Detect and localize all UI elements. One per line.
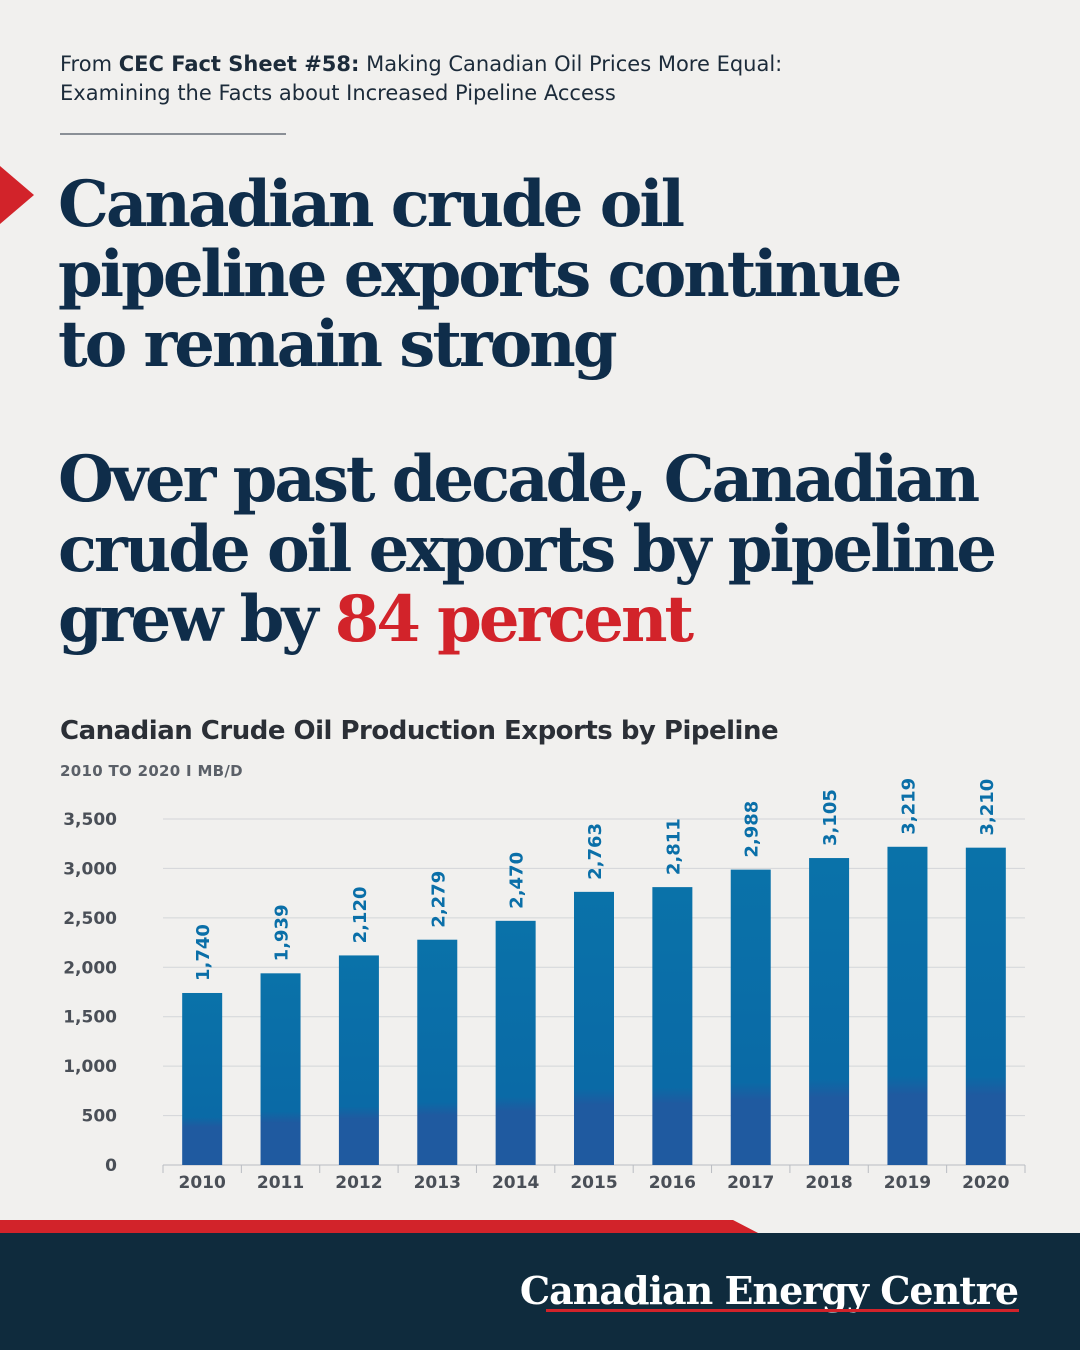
source-prefix: From (60, 52, 119, 76)
red-triangle-marker-icon (0, 166, 34, 224)
y-tick-label: 1,500 (63, 1008, 117, 1028)
x-tick-label: 2013 (414, 1173, 461, 1193)
bar-value-label: 2,120 (350, 886, 371, 943)
bar-value-label: 2,811 (663, 818, 684, 875)
bar-2019 (887, 846, 928, 1165)
growth-percent-highlight: 84 percent (334, 582, 694, 657)
x-tick-label: 2019 (884, 1173, 931, 1193)
source-line-2: Examining the Facts about Increased Pipe… (60, 81, 616, 105)
y-tick-label: 0 (105, 1156, 117, 1176)
chart-value-labels: 1,740 1,939 2,120 2,279 2,470 2,763 2,811 2,988… (193, 778, 998, 981)
bar-2012 (338, 955, 379, 1165)
chart-axes: 0 500 1,000 1,500 2,000 2,500 3,000 3,500 2010 20… (63, 810, 1026, 1193)
x-tick-label: 2015 (570, 1173, 617, 1193)
bar-value-label: 2,470 (507, 852, 528, 909)
fact-sheet-number: CEC Fact Sheet #58: (118, 52, 360, 76)
grew-by-text: grew by (58, 582, 335, 657)
source-line-1: From CEC Fact Sheet #58: Making Canadian… (60, 50, 960, 79)
divider-rule (60, 133, 286, 135)
brand-underline (546, 1309, 1019, 1312)
secondary-headline-line-3: grew by 84 percent (58, 585, 1068, 655)
chart-title: Canadian Crude Oil Production Exports by… (60, 716, 779, 746)
y-tick-label: 3,500 (63, 810, 117, 830)
source-attribution: From CEC Fact Sheet #58: Making Canadian… (60, 50, 960, 108)
y-tick-label: 500 (82, 1107, 118, 1127)
brand-wordmark: Canadian Energy Centre (519, 1268, 1019, 1313)
y-tick-label: 1,000 (63, 1057, 117, 1077)
x-tick-label: 2010 (179, 1173, 226, 1193)
bar-value-label: 2,763 (585, 823, 606, 880)
bar-2011 (260, 973, 301, 1165)
bar-2017 (730, 869, 771, 1165)
secondary-headline-line-2: crude oil exports by pipeline (58, 512, 997, 587)
chart-subtitle: 2010 TO 2020 I MB/D (60, 762, 243, 780)
bar-2018 (809, 858, 850, 1165)
bar-value-label: 3,219 (898, 778, 919, 835)
x-tick-label: 2012 (335, 1173, 382, 1193)
bar-chart: 0 500 1,000 1,500 2,000 2,500 3,000 3,500 2010 20… (63, 778, 1026, 1193)
secondary-headline: Over past decade, Canadian crude oil exp… (58, 445, 1068, 655)
main-headline-line-2: pipeline exports continue (58, 237, 902, 312)
bar-2010 (182, 992, 223, 1165)
bar-2016 (652, 887, 693, 1165)
bar-2013 (417, 939, 458, 1165)
secondary-headline-line-1: Over past decade, Canadian (58, 442, 980, 517)
bar-2020 (965, 847, 1006, 1165)
main-headline-line-3: to remain strong (58, 307, 618, 382)
bar-2015 (574, 891, 614, 1165)
bar-value-label: 1,740 (193, 924, 214, 981)
x-tick-label: 2014 (492, 1173, 539, 1193)
main-headline: Canadian crude oil pipeline exports cont… (58, 170, 1058, 380)
footer-bar (0, 1233, 1080, 1350)
main-headline-line-1: Canadian crude oil (58, 167, 685, 242)
source-title-part1: Making Canadian Oil Prices More Equal: (359, 52, 783, 76)
bar-value-label: 3,210 (977, 779, 998, 836)
y-tick-label: 2,000 (63, 958, 117, 978)
bar-value-label: 2,988 (742, 801, 763, 858)
bar-2014 (495, 920, 536, 1165)
bar-value-label: 2,279 (428, 871, 449, 928)
bar-value-label: 1,939 (272, 904, 293, 961)
x-tick-label: 2011 (257, 1173, 304, 1193)
bar-value-label: 3,105 (820, 789, 841, 846)
x-tick-label: 2016 (649, 1173, 696, 1193)
chart-bars (182, 846, 1006, 1165)
y-tick-label: 2,500 (63, 909, 117, 929)
red-accent-band (0, 1220, 760, 1234)
x-tick-label: 2017 (727, 1173, 774, 1193)
x-tick-label: 2018 (805, 1173, 852, 1193)
y-tick-label: 3,000 (63, 859, 117, 879)
x-tick-label: 2020 (962, 1173, 1009, 1193)
